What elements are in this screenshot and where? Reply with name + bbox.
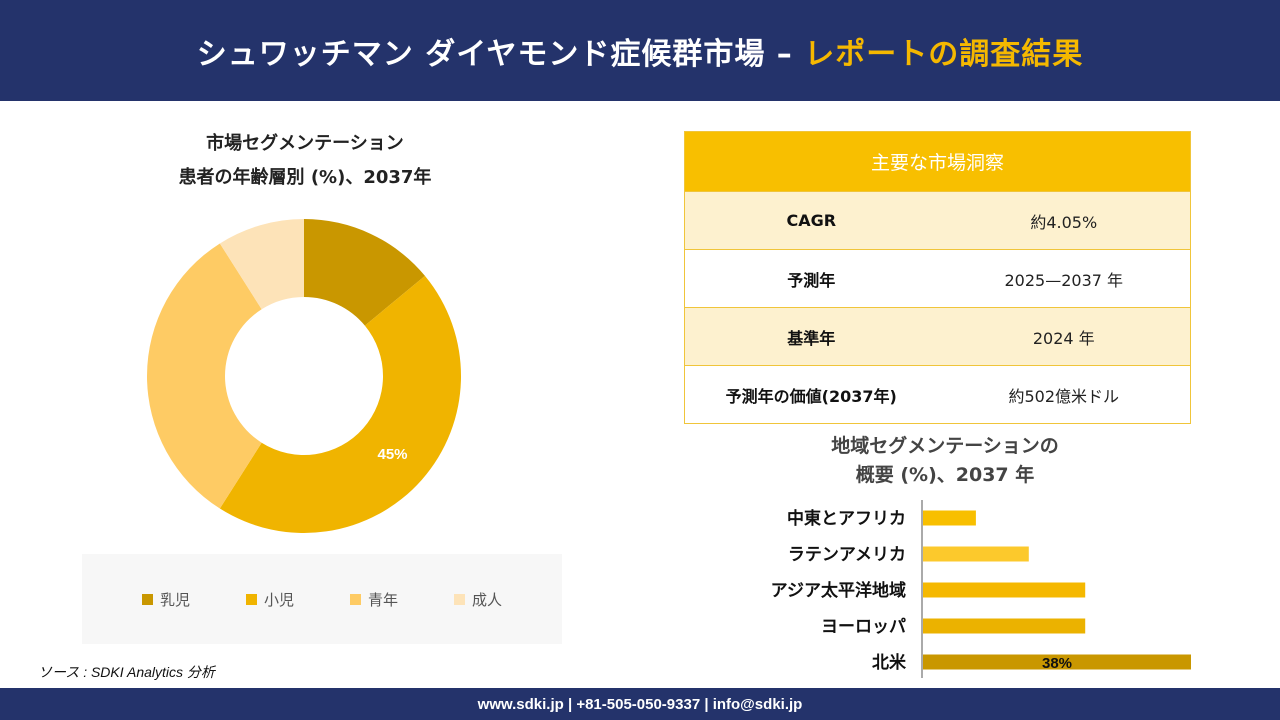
- source-note: ソース : SDKI Analytics 分析: [38, 664, 215, 680]
- key-insights-table: 主要な市場洞察 CAGR 約4.05% 予測年 2025—2037 年 基準年 …: [684, 131, 1191, 424]
- insight-row-forecast-value: 予測年の価値(2037年) 約502億米ドル: [685, 365, 1190, 423]
- insight-key: 基準年: [787, 328, 836, 348]
- legend-item-youth: 青年: [350, 589, 398, 610]
- bar-category-label: 中東とアフリカ: [787, 508, 906, 529]
- insight-row-forecast-period: 予測年 2025—2037 年: [685, 249, 1190, 307]
- bar-north-america: [923, 654, 1191, 670]
- report-title-main: シュワッチマン ダイヤモンド症候群市場 –: [196, 36, 805, 72]
- bar-europe: [923, 618, 1086, 634]
- legend-item-child: 小児: [245, 589, 294, 610]
- insight-key: 予測年の価値(2037年): [725, 386, 897, 406]
- bar-title-line1: 地域セグメンテーションの: [831, 435, 1059, 457]
- bar-latin-america: [923, 546, 1029, 562]
- legend-swatch: [245, 593, 257, 605]
- bar-category-label: 北米: [872, 652, 907, 673]
- insight-value: 2024 年: [1032, 328, 1095, 348]
- donut-title-line2: 患者の年齢層別 (%)、2037年: [178, 167, 432, 188]
- legend-item-adult: 成人: [454, 589, 502, 610]
- insight-key: 予測年: [787, 270, 836, 290]
- report-header: シュワッチマン ダイヤモンド症候群市場 – レポートの調査結果: [0, 0, 1280, 101]
- donut-slice-child: [219, 275, 462, 533]
- legend-label: 成人: [472, 590, 503, 609]
- bar-mea: [923, 510, 976, 526]
- bar-category-label: ヨーロッパ: [821, 617, 906, 637]
- donut-title-line1: 市場セグメンテーション: [206, 133, 404, 154]
- legend-label: 乳児: [159, 590, 190, 609]
- insight-row-base-year: 基準年 2024 年: [685, 307, 1190, 365]
- insight-value: 約4.05%: [1030, 212, 1098, 232]
- donut-slice-adult: [219, 219, 304, 310]
- report-title: シュワッチマン ダイヤモンド症候群市場 – レポートの調査結果: [197, 29, 1083, 73]
- bar-data-label: 38%: [1042, 655, 1072, 672]
- bar-category-label: アジア太平洋地域: [771, 580, 906, 601]
- contact-footer: www.sdki.jp | +81-505-050-9337 | info@sd…: [0, 688, 1280, 720]
- insight-key: CAGR: [786, 211, 837, 230]
- legend-label: 青年: [368, 590, 399, 609]
- bar-asia-pacific: [923, 582, 1086, 598]
- donut-slice-infant: [304, 219, 425, 326]
- contact-info: www.sdki.jp | +81-505-050-9337 | info@sd…: [477, 695, 803, 713]
- donut-legend: 乳児 小児 青年 成人: [82, 554, 562, 644]
- bar-title-line2: 概要 (%)、2037 年: [855, 464, 1035, 486]
- bar-chart-title: 地域セグメンテーションの 概要 (%)、2037 年: [780, 432, 1110, 490]
- insights-heading: 主要な市場洞察: [685, 132, 1190, 191]
- legend-swatch: [454, 593, 466, 605]
- insight-row-cagr: CAGR 約4.05%: [685, 191, 1190, 249]
- bar-category-label: ラテンアメリカ: [788, 545, 906, 565]
- legend-item-infant: 乳児: [141, 589, 190, 610]
- legend-swatch: [141, 593, 153, 605]
- donut-data-label: 45%: [377, 446, 407, 463]
- donut-chart: 45%: [146, 219, 462, 533]
- report-title-highlight: レポートの調査結果: [804, 36, 1084, 72]
- legend-label: 小児: [263, 590, 294, 609]
- donut-slice-youth: [146, 243, 262, 509]
- insight-value: 約502億米ドル: [1008, 386, 1120, 406]
- insight-value: 2025—2037 年: [1004, 270, 1124, 290]
- legend-swatch: [350, 593, 361, 605]
- donut-chart-title: 市場セグメンテーション 患者の年齢層別 (%)、2037年: [130, 127, 480, 195]
